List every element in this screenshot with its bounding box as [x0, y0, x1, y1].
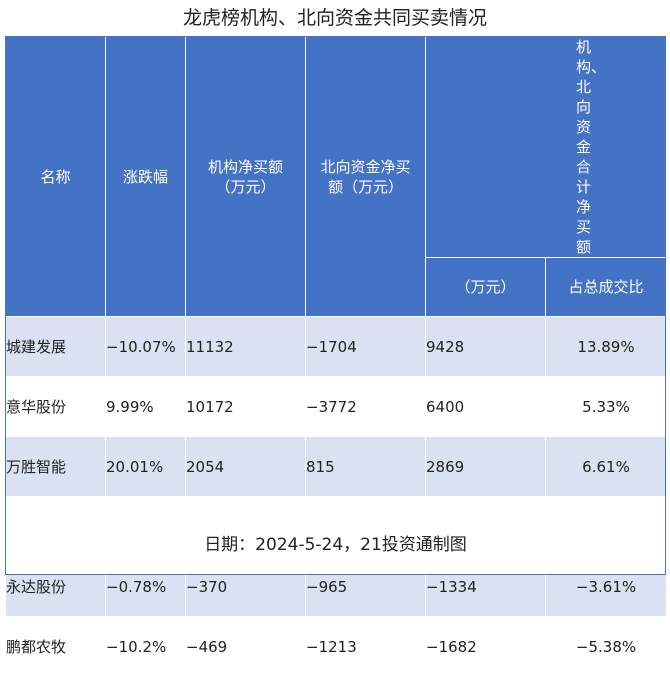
cell-inst: −469: [185, 616, 306, 677]
cell-total: 9428: [425, 316, 546, 377]
table-row: 万胜智能 20.01% 2054 815 2869 6.61%: [5, 436, 668, 497]
data-table: 名称 涨跌幅 机构净买额（万元） 北向资金净买额（万元） 机构、北向资金合计净买…: [5, 36, 668, 677]
table-row: 城建发展 −10.07% 11132 −1704 9428 13.89%: [5, 316, 668, 377]
table-title: 龙虎榜机构、北向资金共同买卖情况: [182, 7, 487, 29]
cell-change: 9.99%: [105, 376, 186, 437]
cell-ratio: 13.89%: [544, 316, 668, 377]
cell-ratio: 5.33%: [544, 376, 668, 437]
cell-change: 20.01%: [105, 436, 186, 497]
table-row: 鹏都农牧 −10.2% −469 −1213 −1682 −5.38%: [5, 616, 668, 677]
header-change: 涨跌幅: [105, 36, 186, 317]
cell-north: −1213: [305, 616, 426, 677]
header-combined-amount: （万元）: [425, 257, 546, 317]
table-row: 意华股份 9.99% 10172 −3772 6400 5.33%: [5, 376, 668, 437]
cell-total: 2869: [425, 436, 546, 497]
cell-inst: 11132: [185, 316, 306, 377]
cell-total: 6400: [425, 376, 546, 437]
header-name: 名称: [5, 36, 106, 317]
footer-source: 日期：2024-5-24，21投资通制图: [5, 517, 666, 575]
header-combined-ratio: 占总成交比: [544, 257, 668, 317]
cell-name: 城建发展: [5, 316, 106, 377]
cell-ratio: −5.38%: [544, 616, 668, 677]
cell-name: 鹏都农牧: [5, 616, 106, 677]
cell-change: −10.07%: [105, 316, 186, 377]
header-inst: 机构净买额（万元）: [185, 36, 306, 317]
cell-name: 万胜智能: [5, 436, 106, 497]
cell-north: 815: [305, 436, 426, 497]
cell-name: 意华股份: [5, 376, 106, 437]
cell-north: −3772: [305, 376, 426, 437]
cell-north: −1704: [305, 316, 426, 377]
cell-ratio: 6.61%: [544, 436, 668, 497]
cell-total: −1682: [425, 616, 546, 677]
cell-inst: 10172: [185, 376, 306, 437]
header-north: 北向资金净买额（万元）: [305, 36, 426, 317]
cell-change: −10.2%: [105, 616, 186, 677]
cell-inst: 2054: [185, 436, 306, 497]
header-combined-group: 机构、北向资金合计净买额: [424, 36, 668, 258]
